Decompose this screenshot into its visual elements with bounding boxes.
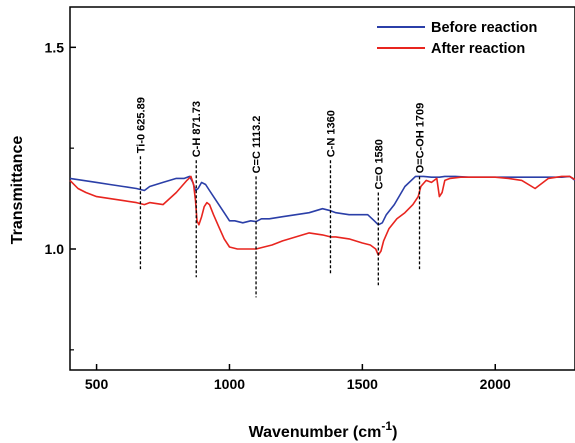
series-line-after-reaction xyxy=(69,175,575,256)
annotation-label: Ti-0 625.89 xyxy=(135,97,147,153)
x-axis-title-close: ) xyxy=(392,424,397,441)
annotation-label: C-H 871.73 xyxy=(191,101,203,157)
y-axis-title: Transmittance xyxy=(9,136,26,245)
x-axis-title-superscript: -1 xyxy=(381,419,392,433)
legend: Before reaction After reaction xyxy=(377,20,537,57)
x-tick-label: 500 xyxy=(85,376,109,392)
annotation-label: O=C-OH 1709 xyxy=(415,103,427,174)
annotation-layer: Ti-0 625.89 C-H 871.73 C=C 1113.2 C-N 1360 C… xyxy=(135,97,427,298)
axis-ticks: 500 1000 1500 2000 1.0 1.5 xyxy=(45,39,512,392)
annotation-label: C-N 1360 xyxy=(325,110,337,157)
legend-label-after: After reaction xyxy=(431,41,525,57)
legend-label-before: Before reaction xyxy=(431,20,537,36)
x-tick-label: 2000 xyxy=(480,376,511,392)
x-tick-label: 1000 xyxy=(214,376,245,392)
x-axis-title: Wavenumber (cm-1) xyxy=(249,419,398,441)
series-line-before-reaction xyxy=(69,175,575,226)
series-layer xyxy=(69,175,575,256)
x-tick-label: 1500 xyxy=(347,376,378,392)
y-tick-label: 1.5 xyxy=(45,39,65,55)
x-axis-title-main: Wavenumber (cm xyxy=(249,424,382,441)
annotation-label: C=O 1580 xyxy=(373,139,385,189)
plot-frame xyxy=(69,6,575,371)
annotation-label: C=C 1113.2 xyxy=(251,116,263,174)
y-tick-label: 1.0 xyxy=(45,241,65,257)
